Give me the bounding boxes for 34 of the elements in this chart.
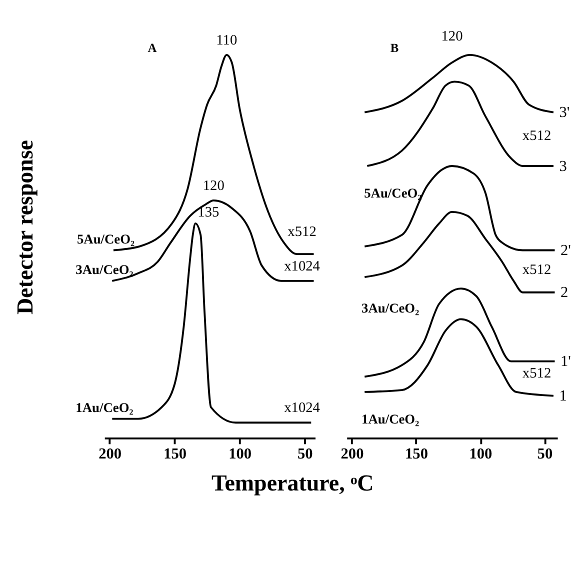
text: 110 [216, 32, 238, 48]
x-tick-label: 50 [297, 446, 314, 463]
text: 120 [441, 28, 463, 45]
series-label: 3' [559, 104, 570, 122]
annotation: x1024 [284, 258, 320, 274]
annotation: x512 [288, 224, 316, 240]
chart-title: B [390, 41, 399, 56]
series-label: 2' [560, 242, 572, 260]
series-label: 3Au/CeO₂ [76, 262, 134, 278]
x-tick-label: 150 [164, 446, 187, 463]
x-tick-label: 100 [469, 446, 493, 463]
annotation: 1Au/CeO₂ [362, 412, 420, 427]
x-tick-label: 200 [98, 446, 122, 463]
y-axis-title: Detector response [12, 140, 38, 315]
x-axis-title: Temperature, ᵒC [212, 470, 374, 496]
annotation: 3Au/CeO₂ [362, 300, 420, 316]
annotation: 120 [202, 178, 224, 194]
x-tick-label: 200 [340, 446, 364, 463]
series-label: 3 [559, 158, 568, 175]
x-tick-label: 50 [537, 446, 553, 463]
annotation: x512 [522, 366, 552, 382]
annotation: x512 [522, 262, 552, 278]
annotation: 135 [198, 204, 220, 221]
annotation: x512 [522, 128, 552, 144]
series-label: 1 [559, 388, 567, 405]
x-tick-label: 100 [228, 446, 252, 463]
series-label: 2 [560, 284, 568, 302]
series-label: 1' [560, 353, 572, 370]
annotation: x1024 [284, 400, 320, 416]
series-label: 5Au/CeO₂ [76, 232, 135, 247]
series-label: 1Au/CeO₂ [76, 400, 134, 416]
x-tick-label: 150 [405, 446, 428, 463]
annotation: 5Au/CeO₂ [364, 186, 422, 201]
chart-title: A [148, 41, 157, 56]
